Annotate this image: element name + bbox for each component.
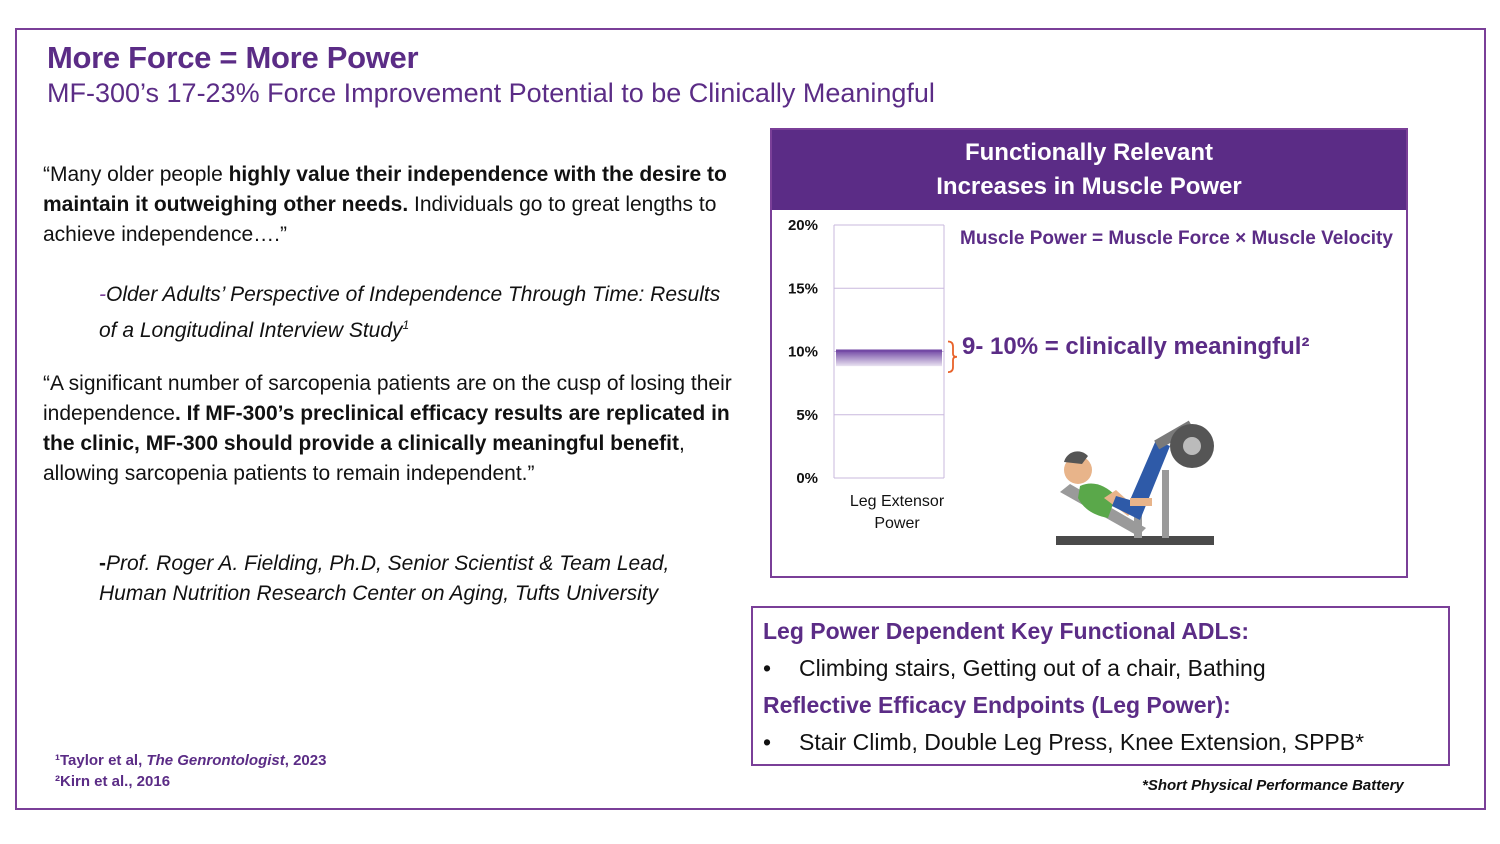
endpoints-list-item: • Stair Climb, Double Leg Press, Knee Ext…: [763, 729, 1364, 756]
power-formula: Muscle Power = Muscle Force × Muscle Vel…: [960, 228, 1393, 249]
footnote-1-year: , 2023: [284, 752, 327, 769]
endpoints-heading: Reflective Efficacy Endpoints (Leg Power…: [763, 692, 1231, 718]
y-tick-label: 0%: [796, 470, 818, 487]
quote1-text: “Many older people: [43, 163, 229, 186]
citation-study-title: Older Adults’ Perspective of Independenc…: [99, 283, 721, 342]
footnote-2: ²Kirn et al., 2016: [55, 773, 171, 790]
panel-header-line2: Increases in Muscle Power: [936, 173, 1242, 200]
slide-title: More Force = More Power: [47, 40, 419, 75]
y-tick-label: 20%: [788, 217, 818, 234]
footnotes: ¹Taylor et al, The Genrontologist, 2023 …: [55, 750, 326, 792]
brace: [947, 340, 958, 374]
endpoints-list-item-text: Stair Climb, Double Leg Press, Knee Exte…: [799, 729, 1365, 755]
footnote-1-authors: ¹Taylor et al,: [55, 752, 147, 769]
adl-list-item: • Climbing stairs, Getting out of a chair…: [763, 655, 1266, 682]
slide-frame: [15, 28, 1486, 810]
panel-header-line1: Functionally Relevant: [964, 139, 1214, 166]
quote2-text: “A significant number of sarcopenia pati…: [43, 372, 732, 425]
quote2-text-end: , allowing sarcopenia patients to remain…: [43, 432, 685, 485]
citation-dash: -: [99, 552, 106, 575]
quote-independence: “Many older people highly value their in…: [43, 160, 733, 250]
quote-sarcopenia: “A significant number of sarcopenia pati…: [43, 369, 733, 489]
quote1-emphasis: highly value their independence with the…: [43, 163, 727, 216]
citation-fielding-text: Prof. Roger A. Fielding, Ph.D, Senior Sc…: [99, 552, 670, 605]
slide-subtitle: MF-300’s 17-23% Force Improvement Potent…: [47, 78, 935, 108]
y-tick-label: 15%: [788, 280, 818, 297]
footnote-1: ¹Taylor et al, The Genrontologist, 2023: [55, 750, 326, 771]
quote2-emphasis: . If MF-300’s preclinical efficacy resul…: [43, 402, 730, 455]
y-tick-label: 5%: [796, 407, 818, 424]
adl-heading: Leg Power Dependent Key Functional ADLs:: [763, 618, 1250, 644]
bullet: •: [763, 729, 772, 755]
x-category-label: Power: [874, 515, 920, 532]
sppb-footnote: *Short Physical Performance Battery: [1142, 777, 1404, 794]
bullet: •: [763, 655, 772, 681]
muscle-power-panel: 0% 5% 10% 15% 20% Leg Extensor Power Functiona…: [770, 128, 1408, 578]
citation-study: -Older Adults’ Perspective of Independen…: [99, 280, 739, 346]
citation-fielding: -Prof. Roger A. Fielding, Ph.D, Senior S…: [99, 549, 739, 609]
adl-box: Leg Power Dependent Key Functional ADLs:…: [751, 606, 1450, 766]
x-category-label: Leg Extensor: [850, 493, 945, 510]
leg-press-icon: [1056, 420, 1214, 545]
adl-list-item-text: Climbing stairs, Getting out of a chair,…: [799, 655, 1266, 681]
panel-header: Functionally Relevant Increases in Muscl…: [772, 130, 1406, 210]
citation-ref: 1: [402, 318, 410, 332]
clinically-meaningful-label: 9- 10% = clinically meaningful²: [962, 333, 1310, 360]
citation-dash: -: [99, 283, 106, 306]
clinically-meaningful-band: [836, 349, 942, 367]
leg-power-chart: 0% 5% 10% 15% 20% Leg Extensor Power: [788, 217, 958, 532]
footnote-1-journal: The Genrontologist: [146, 752, 285, 769]
y-tick-label: 10%: [788, 344, 818, 361]
quote1-text-end: Individuals go to great lengths to achie…: [43, 193, 717, 246]
